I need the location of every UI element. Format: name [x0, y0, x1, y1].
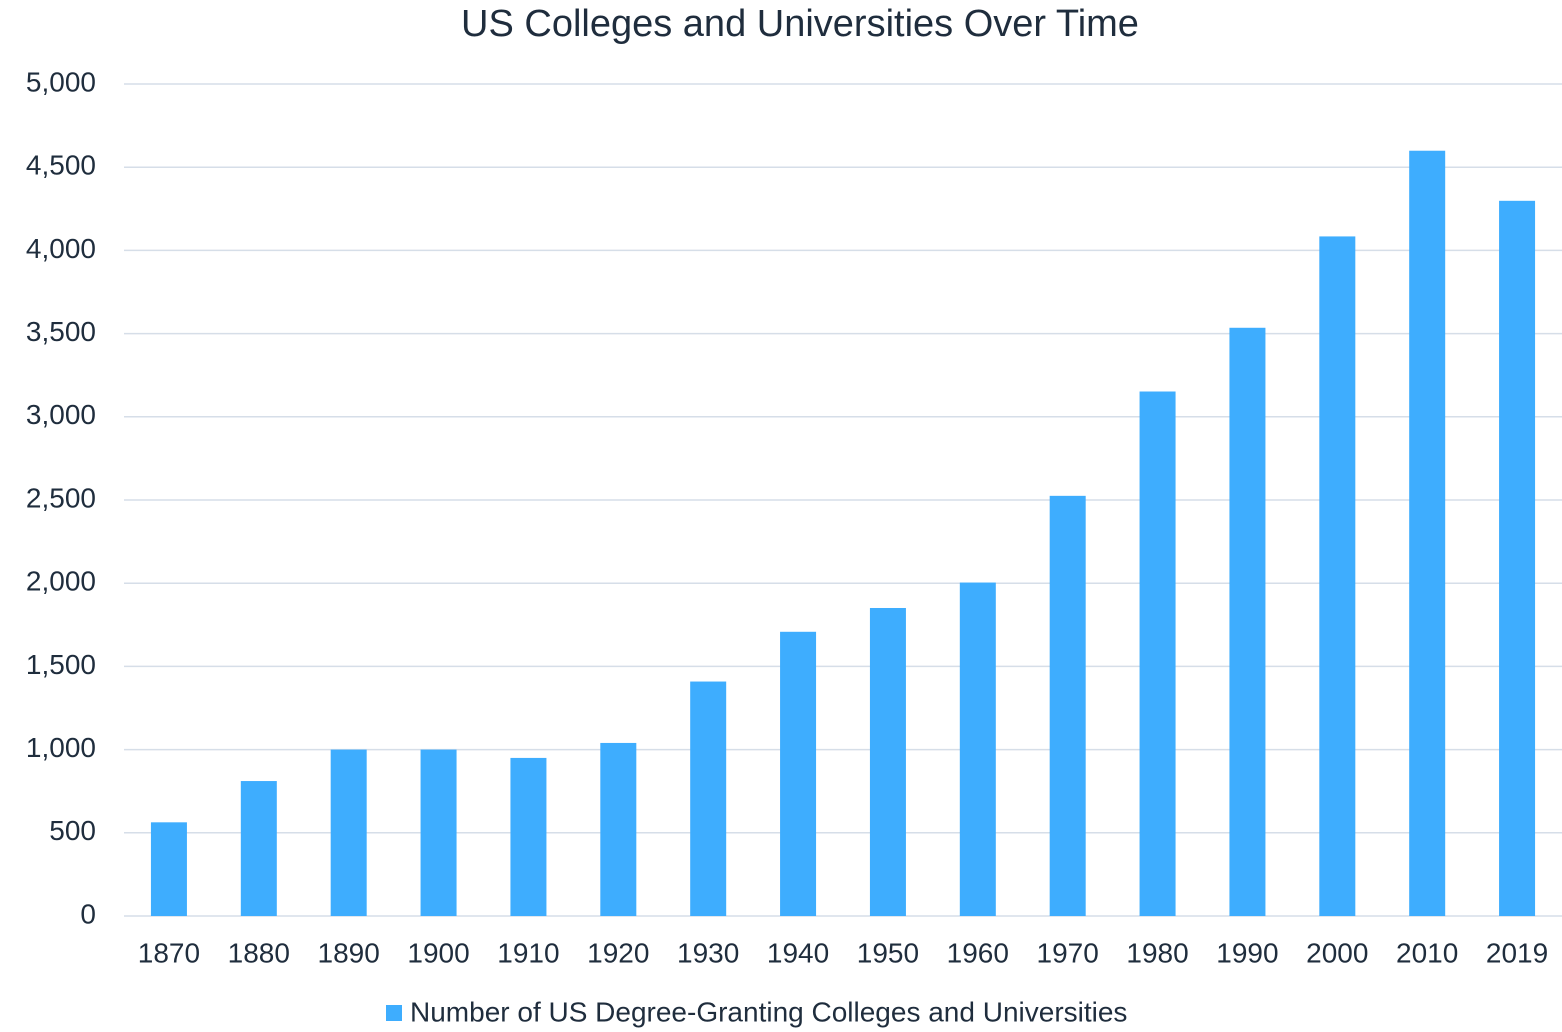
x-tick-label: 1880 — [228, 937, 290, 968]
bar — [959, 582, 996, 916]
x-tick-label: 1940 — [767, 937, 829, 968]
x-tick-label: 1890 — [318, 937, 380, 968]
x-tick-label: 1960 — [947, 937, 1009, 968]
y-tick-label: 2,000 — [26, 566, 96, 597]
bar — [240, 781, 277, 916]
bar — [1049, 495, 1086, 916]
x-tick-label: 1900 — [407, 937, 469, 968]
bar — [780, 631, 817, 916]
x-tick-label: 1980 — [1126, 937, 1188, 968]
bar — [1409, 150, 1446, 917]
y-tick-label: 500 — [49, 815, 96, 846]
y-tick-label: 3,500 — [26, 316, 96, 347]
x-tick-label: 1930 — [677, 937, 739, 968]
bar — [1139, 391, 1176, 916]
x-tick-label: 2019 — [1486, 937, 1548, 968]
bar — [330, 749, 367, 916]
x-tick-label: 1870 — [138, 937, 200, 968]
chart-title: US Colleges and Universities Over Time — [461, 3, 1139, 45]
y-tick-label: 0 — [80, 898, 96, 929]
legend-swatch — [386, 1005, 402, 1021]
bar — [1499, 200, 1536, 916]
bar — [420, 749, 457, 916]
y-tick-label: 1,000 — [26, 732, 96, 763]
y-tick-label: 2,500 — [26, 482, 96, 513]
x-tick-label: 1990 — [1216, 937, 1278, 968]
y-tick-label: 4,000 — [26, 233, 96, 264]
x-tick-label: 2010 — [1396, 937, 1458, 968]
legend-label: Number of US Degree-Granting Colleges an… — [410, 996, 1127, 1027]
x-tick-label: 1910 — [497, 937, 559, 968]
bar — [600, 742, 637, 916]
bar — [690, 681, 727, 916]
bar — [150, 822, 187, 916]
y-tick-label: 5,000 — [26, 66, 96, 97]
x-tick-label: 2000 — [1306, 937, 1368, 968]
y-tick-label: 3,000 — [26, 399, 96, 430]
bar — [1229, 327, 1266, 916]
y-tick-label: 4,500 — [26, 150, 96, 181]
x-tick-label: 1950 — [857, 937, 919, 968]
bar — [1319, 236, 1356, 917]
y-tick-label: 1,500 — [26, 649, 96, 680]
bar — [510, 757, 547, 916]
x-tick-label: 1920 — [587, 937, 649, 968]
bar — [869, 607, 906, 916]
x-tick-label: 1970 — [1037, 937, 1099, 968]
